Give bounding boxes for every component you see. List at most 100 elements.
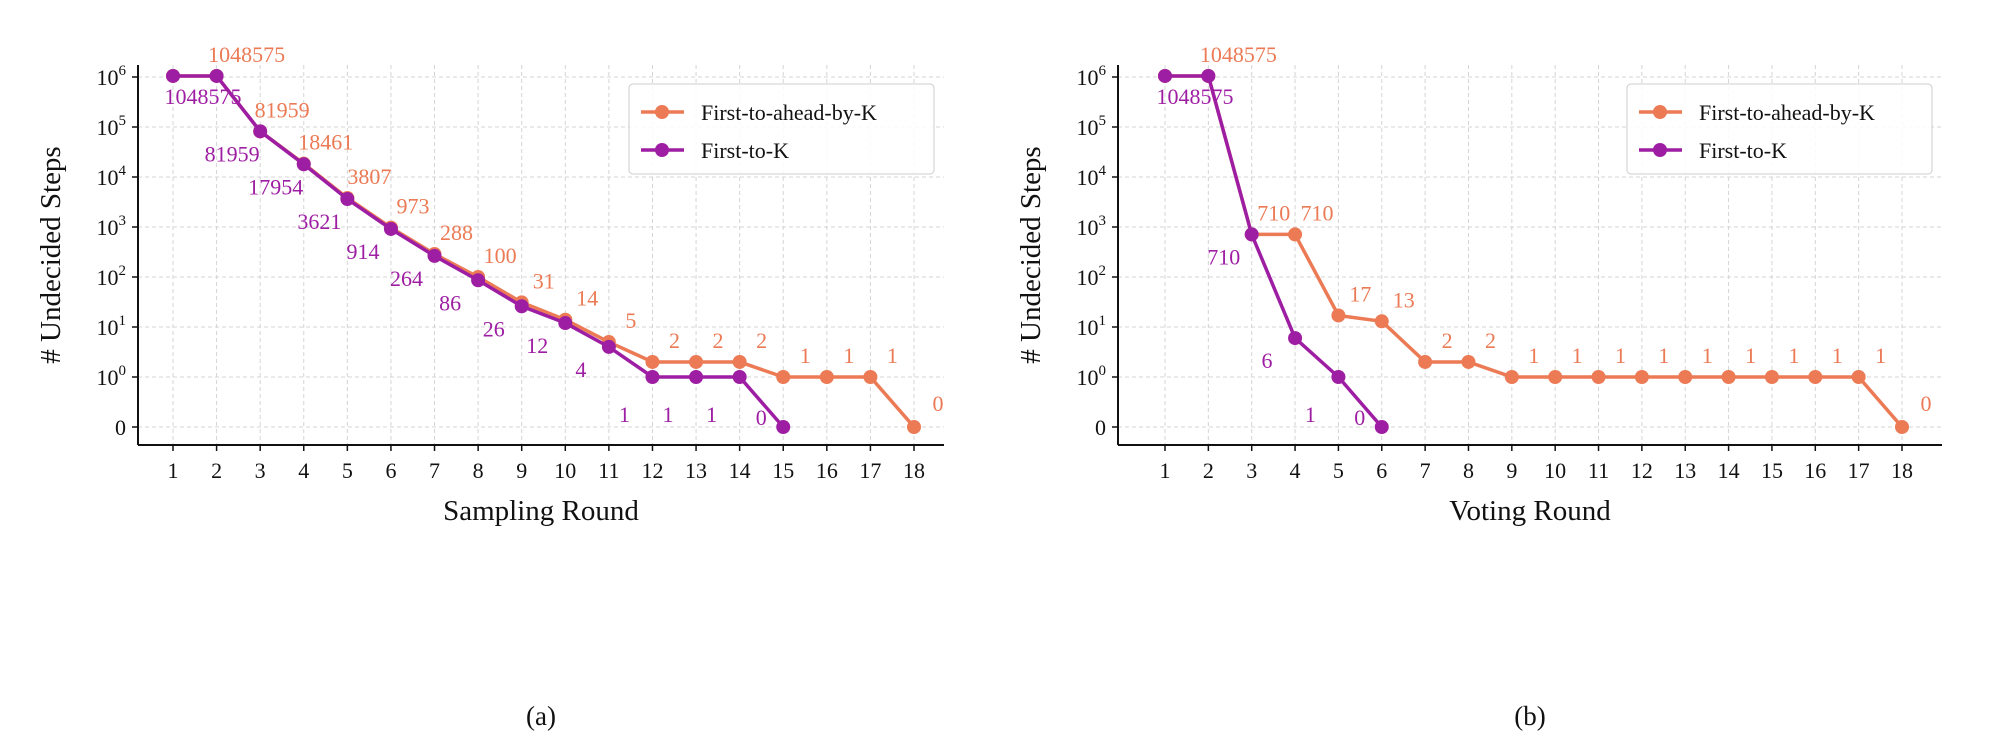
data-label: 2 [669, 328, 680, 353]
data-point [1244, 227, 1259, 242]
data-label: 0 [1921, 391, 1932, 416]
x-tick-label: 15 [772, 458, 794, 483]
y-tick-label: 100 [97, 363, 127, 390]
data-label: 1048575 [1200, 42, 1277, 67]
data-label: 1 [1745, 343, 1756, 368]
y-tick-label: 0 [115, 415, 126, 440]
legend-label: First-to-K [1699, 138, 1787, 163]
data-label: 13 [1393, 287, 1415, 312]
data-point [1288, 331, 1303, 346]
data-label: 264 [390, 266, 423, 291]
data-point [1504, 370, 1519, 384]
data-label: 1048575 [1157, 84, 1234, 109]
data-point [645, 354, 660, 369]
data-label: 1 [800, 343, 811, 368]
data-point [1634, 370, 1649, 384]
x-tick-label: 11 [598, 458, 619, 483]
data-point [1895, 420, 1909, 434]
data-label: 17 [1349, 281, 1371, 306]
data-point [689, 370, 704, 384]
data-label: 81959 [205, 141, 260, 166]
legend-box [1626, 83, 1933, 175]
data-point [645, 370, 660, 384]
x-tick-label: 4 [298, 458, 309, 483]
data-label: 1048575 [208, 42, 285, 67]
data-label: 31 [533, 268, 555, 293]
x-tick-label: 12 [641, 458, 663, 483]
x-tick-label: 5 [1333, 458, 1344, 483]
chart-panel-a: 1 2 3 4 5 6 7 8 9 10 11 12 13 14 15 16 17 180100101102103… [35, 42, 944, 731]
data-point [471, 273, 486, 288]
data-point [1548, 370, 1563, 384]
x-tick-label: 4 [1290, 458, 1301, 483]
panel-caption: (a) [526, 701, 556, 731]
data-label: 2 [1485, 328, 1496, 353]
y-tick-label: 106 [97, 63, 127, 90]
data-point [1374, 314, 1389, 329]
y-axis-label: # Undecided Steps [35, 146, 67, 363]
x-tick-label: 13 [685, 458, 707, 483]
x-tick-label: 16 [1804, 458, 1826, 483]
data-point [1764, 370, 1779, 384]
data-point [558, 316, 573, 331]
legend-marker [1653, 143, 1667, 157]
data-label: 3621 [297, 209, 341, 234]
y-tick-label: 0 [1095, 415, 1106, 440]
data-label: 1 [706, 402, 717, 427]
data-point [1808, 370, 1823, 384]
data-point [1158, 68, 1172, 83]
data-label: 973 [396, 194, 429, 219]
y-tick-label: 102 [1077, 263, 1107, 290]
series-line-first-to-ahead-by-k [1165, 74, 1904, 429]
data-label: 14 [576, 286, 598, 311]
chart-panel-b: 1 2 3 4 5 6 7 8 9 10 11 12 13 14 15 16 17 180100101102103… [1015, 42, 1942, 731]
data-point [732, 354, 747, 369]
x-tick-label: 18 [1891, 458, 1913, 483]
x-tick-label: 1 [1160, 458, 1171, 483]
data-label: 2 [1442, 328, 1453, 353]
data-label: 1 [1788, 343, 1799, 368]
data-point [1461, 354, 1476, 369]
data-point [253, 124, 268, 139]
data-point [819, 370, 834, 384]
data-point [776, 420, 791, 434]
x-tick-label: 10 [1544, 458, 1566, 483]
data-label: 0 [756, 405, 767, 430]
data-point [1331, 308, 1346, 323]
data-point [732, 370, 747, 384]
legend: First-to-ahead-by-K First-to-K [628, 83, 935, 175]
data-point [863, 370, 878, 384]
legend: First-to-ahead-by-K First-to-K [1626, 83, 1933, 175]
data-point [296, 157, 311, 172]
data-point [776, 370, 791, 384]
data-label: 0 [1354, 405, 1365, 430]
data-label: 1 [1305, 402, 1316, 427]
data-label: 1 [1572, 343, 1583, 368]
data-label: 1 [663, 402, 674, 427]
data-point [383, 221, 398, 236]
data-label: 18461 [298, 130, 353, 155]
x-tick-label: 8 [1463, 458, 1474, 483]
data-point [514, 299, 529, 314]
data-label: 1 [1528, 343, 1539, 368]
data-point [209, 68, 224, 83]
data-label: 12 [526, 333, 548, 358]
data-label: 6 [1262, 348, 1273, 373]
data-point [907, 420, 921, 434]
data-label: 3807 [347, 164, 391, 189]
data-point [1288, 227, 1303, 242]
x-tick-label: 16 [816, 458, 838, 483]
y-tick-label: 105 [1077, 113, 1107, 140]
x-tick-label: 1 [168, 458, 179, 483]
x-tick-label: 8 [473, 458, 484, 483]
data-label: 1 [1615, 343, 1626, 368]
y-tick-label: 102 [97, 263, 127, 290]
data-label: 4 [575, 357, 586, 382]
x-tick-label: 9 [1506, 458, 1517, 483]
y-tick-label: 106 [1077, 63, 1107, 90]
x-tick-label: 2 [1203, 458, 1214, 483]
x-tick-label: 6 [385, 458, 396, 483]
data-point [340, 192, 355, 207]
legend-label: First-to-K [701, 138, 789, 163]
x-tick-label: 15 [1761, 458, 1783, 483]
